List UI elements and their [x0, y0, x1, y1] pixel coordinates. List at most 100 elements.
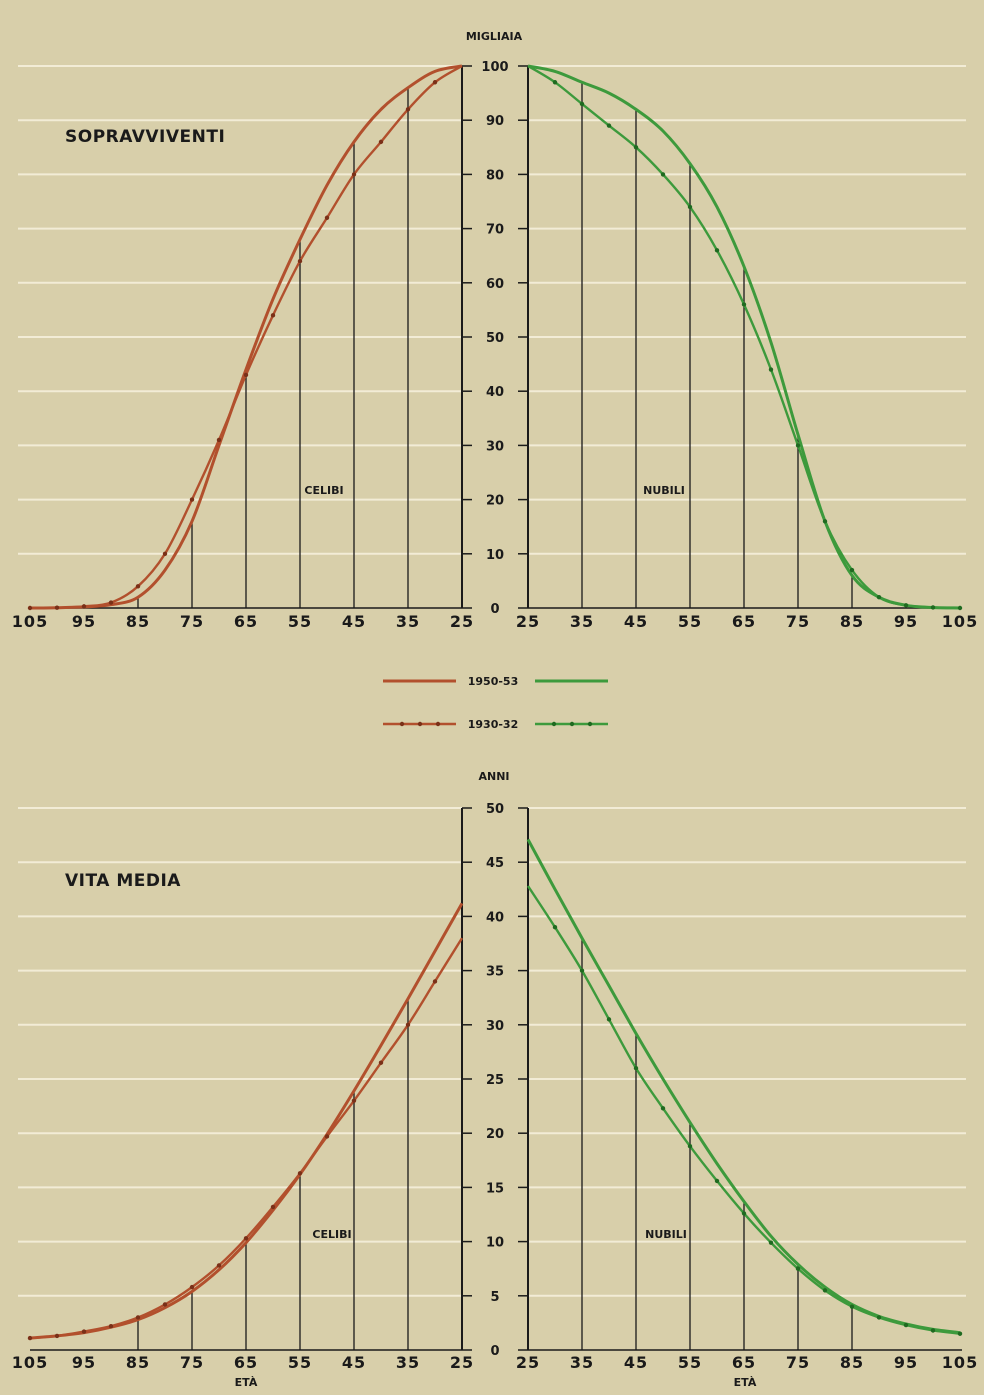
- data-point-vita-media-celibi-193032-105: [27, 1335, 33, 1341]
- data-point-sopravviventi-celibi-193032-55: [297, 258, 303, 264]
- x-tick-label-vita-media-nubili-55: 55: [678, 1353, 702, 1372]
- x-tick-label-vita-media-celibi-105: 105: [12, 1353, 48, 1372]
- data-point-sopravviventi-nubili-193032-70: [768, 367, 774, 372]
- legend-dot-nubili-1930-c: [587, 721, 593, 727]
- x-tick-label-vita-media-nubili-45: 45: [624, 1353, 648, 1372]
- data-point-sopravviventi-nubili-193032-60: [714, 248, 720, 253]
- data-point-sopravviventi-celibi-193032-60: [270, 313, 276, 318]
- data-point-vita-media-nubili-193032-90: [876, 1315, 882, 1320]
- data-point-sopravviventi-celibi-193032-90: [108, 600, 114, 605]
- x-tick-label-sopravviventi-celibi-95: 95: [72, 612, 96, 631]
- data-point-sopravviventi-celibi-193032-40: [378, 139, 384, 145]
- x-axis-label-eta-left: ETÀ: [235, 1376, 258, 1389]
- data-point-vita-media-celibi-193032-85: [135, 1315, 141, 1320]
- data-point-vita-media-celibi-193032-90: [108, 1323, 114, 1329]
- x-tick-label-vita-media-nubili-105: 105: [942, 1353, 978, 1372]
- x-tick-label-sopravviventi-nubili-55: 55: [678, 612, 702, 631]
- data-point-vita-media-nubili-193032-40: [606, 1017, 612, 1022]
- data-point-vita-media-celibi-193032-30: [432, 979, 438, 984]
- y-tick-label-sopravviventi-80: 80: [486, 168, 504, 183]
- data-point-sopravviventi-celibi-193032-65: [243, 372, 249, 378]
- data-point-vita-media-nubili-193032-75: [795, 1266, 801, 1271]
- y-tick-label-vita-media-45: 45: [486, 856, 504, 871]
- data-point-sopravviventi-celibi-193032-100: [54, 605, 60, 610]
- data-point-vita-media-nubili-193032-35: [579, 968, 585, 973]
- y-tick-label-vita-media-20: 20: [486, 1127, 504, 1142]
- series-line-sopravviventi-nubili-193032: [527, 64, 961, 610]
- x-tick-label-sopravviventi-nubili-85: 85: [840, 612, 864, 631]
- x-tick-label-vita-media-nubili-75: 75: [786, 1353, 810, 1372]
- data-point-vita-media-nubili-193032-85: [849, 1304, 855, 1309]
- data-point-vita-media-nubili-193032-55: [687, 1144, 693, 1149]
- x-tick-label-sopravviventi-celibi-85: 85: [126, 612, 150, 631]
- x-tick-label-vita-media-nubili-25: 25: [516, 1353, 540, 1372]
- data-point-sopravviventi-celibi-193032-30: [432, 80, 438, 85]
- x-axis-label-eta-right: ETÀ: [734, 1376, 757, 1389]
- data-point-vita-media-celibi-193032-60: [270, 1204, 276, 1210]
- data-point-sopravviventi-nubili-193032-35: [579, 101, 585, 107]
- data-point-vita-media-nubili-193032-105: [957, 1331, 963, 1336]
- y-tick-label-vita-media-5: 5: [490, 1290, 499, 1305]
- x-tick-label-vita-media-nubili-65: 65: [732, 1353, 756, 1372]
- x-tick-label-sopravviventi-celibi-55: 55: [288, 612, 312, 631]
- x-tick-label-sopravviventi-celibi-75: 75: [180, 612, 204, 631]
- y-axis-label-anni: ANNI: [478, 770, 509, 783]
- data-point-vita-media-celibi-193032-95: [81, 1329, 87, 1334]
- data-point-vita-media-nubili-193032-65: [741, 1211, 747, 1216]
- data-point-vita-media-nubili-193032-70: [768, 1240, 774, 1245]
- y-tick-label-vita-media-30: 30: [486, 1019, 504, 1034]
- y-tick-label-sopravviventi-50: 50: [486, 331, 504, 346]
- data-point-sopravviventi-nubili-193032-50: [660, 172, 666, 177]
- data-point-sopravviventi-nubili-193032-55: [687, 204, 693, 210]
- data-point-vita-media-nubili-193032-60: [714, 1178, 720, 1184]
- y-tick-label-sopravviventi-60: 60: [486, 277, 504, 292]
- x-tick-label-sopravviventi-celibi-35: 35: [396, 612, 420, 631]
- y-tick-label-sopravviventi-0: 0: [490, 602, 499, 617]
- legend-dot-celibi-1930-a: [399, 721, 405, 727]
- x-tick-label-vita-media-nubili-95: 95: [894, 1353, 918, 1372]
- data-point-sopravviventi-nubili-193032-40: [606, 123, 612, 128]
- data-point-sopravviventi-celibi-193032-70: [216, 437, 222, 443]
- x-tick-label-sopravviventi-celibi-105: 105: [12, 612, 48, 631]
- data-point-vita-media-celibi-193032-80: [162, 1302, 168, 1307]
- data-point-vita-media-nubili-193032-50: [660, 1106, 666, 1111]
- data-point-vita-media-nubili-193032-45: [633, 1065, 639, 1071]
- data-point-sopravviventi-celibi-193032-95: [81, 604, 87, 609]
- data-point-vita-media-nubili-193032-95: [903, 1322, 909, 1328]
- legend-label-1950: 1950-53: [468, 675, 519, 688]
- x-tick-label-sopravviventi-nubili-35: 35: [570, 612, 594, 631]
- panel-label-celibi-top: CELIBI: [304, 484, 343, 497]
- data-point-vita-media-celibi-193032-55: [297, 1171, 303, 1176]
- x-tick-label-vita-media-celibi-65: 65: [234, 1353, 258, 1372]
- data-point-sopravviventi-nubili-193032-80: [822, 519, 828, 524]
- data-point-vita-media-celibi-193032-70: [216, 1263, 222, 1268]
- data-point-vita-media-nubili-193032-30: [552, 925, 558, 930]
- x-tick-label-sopravviventi-celibi-65: 65: [234, 612, 258, 631]
- y-tick-label-vita-media-25: 25: [486, 1073, 504, 1088]
- data-point-sopravviventi-nubili-193032-85: [849, 567, 855, 573]
- x-tick-label-vita-media-celibi-85: 85: [126, 1353, 150, 1372]
- legend-dot-celibi-1930-c: [435, 721, 441, 727]
- data-point-sopravviventi-nubili-193032-30: [552, 80, 558, 85]
- data-point-sopravviventi-celibi-193032-50: [324, 215, 330, 220]
- legend-dot-nubili-1930-b: [569, 721, 575, 727]
- x-tick-label-vita-media-celibi-25: 25: [450, 1353, 474, 1372]
- data-point-vita-media-nubili-193032-100: [930, 1328, 936, 1333]
- data-point-sopravviventi-celibi-193032-85: [135, 584, 141, 589]
- text-layer: SOPRAVVIVENTI MIGLIAIA CELIBI NUBILI VIT…: [65, 30, 757, 1389]
- data-point-sopravviventi-nubili-193032-75: [795, 443, 801, 448]
- x-tick-label-sopravviventi-nubili-75: 75: [786, 612, 810, 631]
- legend-dot-celibi-1930-b: [417, 721, 423, 727]
- x-tick-label-sopravviventi-nubili-105: 105: [942, 612, 978, 631]
- data-point-vita-media-celibi-193032-40: [378, 1060, 384, 1065]
- x-tick-label-vita-media-celibi-45: 45: [342, 1353, 366, 1372]
- data-point-sopravviventi-celibi-193032-35: [405, 107, 411, 112]
- data-point-vita-media-celibi-193032-50: [324, 1134, 330, 1139]
- x-tick-label-sopravviventi-celibi-25: 25: [450, 612, 474, 631]
- data-point-sopravviventi-nubili-193032-95: [903, 603, 909, 608]
- x-tick-label-sopravviventi-nubili-45: 45: [624, 612, 648, 631]
- x-tick-label-vita-media-celibi-75: 75: [180, 1353, 204, 1372]
- data-point-sopravviventi-nubili-193032-100: [930, 605, 936, 610]
